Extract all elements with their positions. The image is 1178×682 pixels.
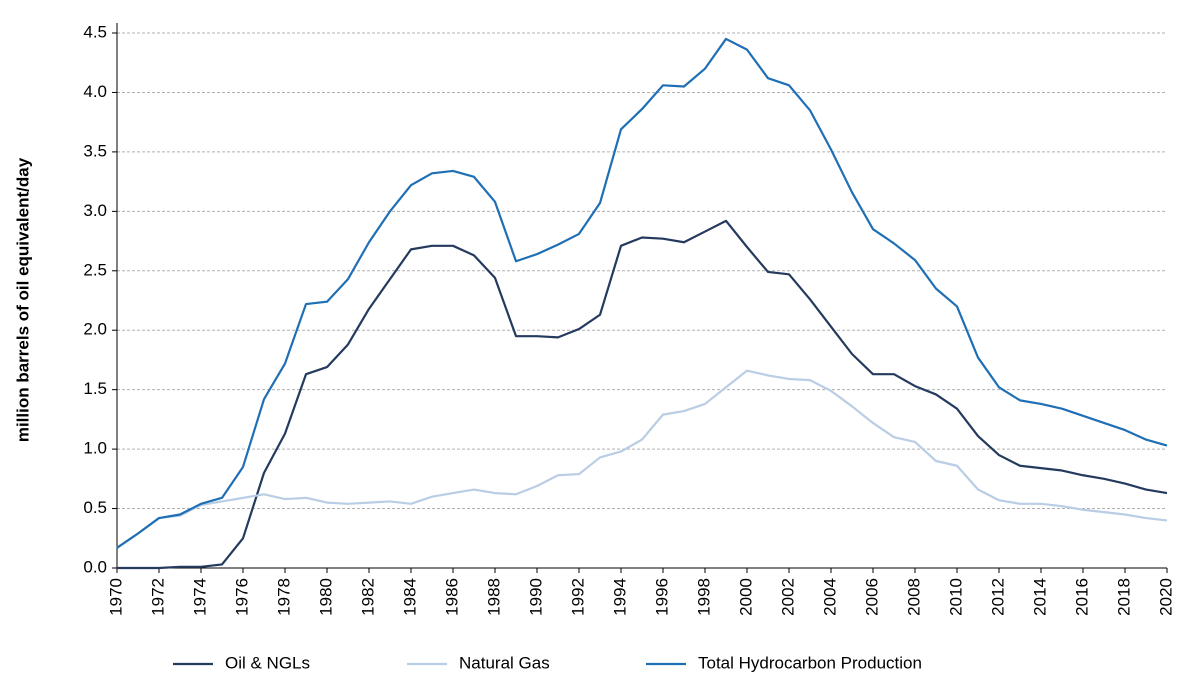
x-tick-label: 1988 — [484, 578, 503, 616]
x-tick-label: 1996 — [652, 578, 671, 616]
x-tick-label: 1972 — [148, 578, 167, 616]
y-tick-label: 0.5 — [83, 498, 107, 517]
y-tick-label: 2.0 — [83, 320, 107, 339]
x-tick-label: 2020 — [1156, 578, 1175, 616]
x-tick-label: 1982 — [358, 578, 377, 616]
y-tick-label: 4.0 — [83, 82, 107, 101]
y-tick-label: 2.5 — [83, 260, 107, 279]
x-tick-label: 1992 — [568, 578, 587, 616]
y-axis-label: million barrels of oil equivalent/day — [13, 157, 32, 442]
x-tick-label: 1986 — [442, 578, 461, 616]
legend-label: Oil & NGLs — [225, 653, 310, 672]
x-tick-label: 1980 — [316, 578, 335, 616]
y-tick-label: 3.5 — [83, 141, 107, 160]
x-tick-label: 1998 — [694, 578, 713, 616]
y-tick-label: 3.0 — [83, 201, 107, 220]
x-tick-label: 1974 — [190, 578, 209, 616]
y-tick-label: 0.0 — [83, 557, 107, 576]
x-tick-label: 2006 — [862, 578, 881, 616]
x-tick-label: 1984 — [400, 578, 419, 616]
x-tick-label: 2000 — [736, 578, 755, 616]
x-tick-label: 2016 — [1072, 578, 1091, 616]
series-line — [116, 37, 1168, 549]
series-line — [117, 219, 1168, 570]
x-tick-label: 2004 — [820, 578, 839, 616]
x-tick-label: 1994 — [610, 578, 629, 616]
x-tick-label: 1990 — [526, 578, 545, 616]
x-tick-label: 2014 — [1030, 578, 1049, 616]
x-tick-label: 2002 — [778, 578, 797, 616]
x-tick-label: 1978 — [274, 578, 293, 616]
y-tick-label: 4.5 — [83, 22, 107, 41]
legend-label: Total Hydrocarbon Production — [698, 653, 922, 672]
x-tick-label: 2010 — [946, 578, 965, 616]
y-tick-label: 1.0 — [83, 439, 107, 458]
y-tick-label: 1.5 — [83, 379, 107, 398]
series-line — [116, 369, 1168, 549]
x-tick-label: 2018 — [1114, 578, 1133, 616]
legend-label: Natural Gas — [459, 653, 550, 672]
x-tick-label: 2012 — [988, 578, 1007, 616]
x-tick-label: 1976 — [232, 578, 251, 616]
x-tick-label: 2008 — [904, 578, 923, 616]
x-tick-label: 1970 — [106, 578, 125, 616]
